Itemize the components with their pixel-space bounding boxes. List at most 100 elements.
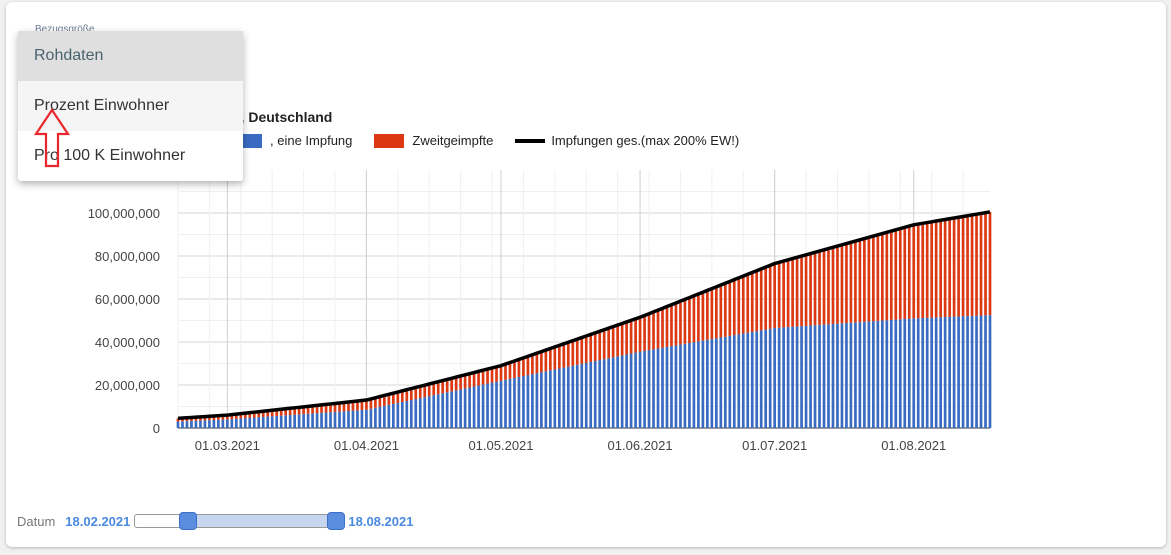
bar-zweitgeimpfte [706,290,709,340]
bar-erstimpfung [723,336,727,428]
bar-erstimpfung [360,410,364,428]
bar-zweitgeimpfte [562,343,566,368]
bar-zweitgeimpfte [454,377,458,391]
bar-zweitgeimpfte [508,362,512,379]
slider-end-handle[interactable] [327,512,346,530]
bar-erstimpfung [288,415,292,428]
bar-erstimpfung [715,338,718,428]
bar-zweitgeimpfte [239,413,243,419]
bar-erstimpfung [535,373,539,428]
bar-zweitgeimpfte [867,237,871,322]
bar-erstimpfung [266,416,270,428]
bar-zweitgeimpfte [858,239,862,323]
bar-zweitgeimpfte [984,212,987,316]
y-axis-ticks: 0 20,000,000 40,000,000 60,000,000 80,000,00… [88,206,160,436]
bar-zweitgeimpfte [903,227,907,319]
bar-erstimpfung [293,414,296,428]
bar-erstimpfung [737,334,741,428]
bar-erstimpfung [302,414,305,428]
bar-zweitgeimpfte [975,214,978,316]
bar-erstimpfung [369,408,373,428]
bar-zweitgeimpfte [638,317,642,352]
dropdown-option-rohdaten[interactable]: Rohdaten [18,31,243,81]
bar-erstimpfung [611,357,615,428]
bar-erstimpfung [297,414,301,428]
bar-zweitgeimpfte [535,353,539,374]
slider-start-handle[interactable] [179,512,198,530]
bar-zweitgeimpfte [620,323,624,356]
bar-zweitgeimpfte [266,410,270,417]
bar-zweitgeimpfte [432,382,436,396]
bar-zweitgeimpfte [957,217,960,317]
bar-zweitgeimpfte [522,357,525,377]
bar-zweitgeimpfte [741,276,745,334]
bar-zweitgeimpfte [288,408,292,416]
bar-erstimpfung [459,389,462,428]
bar-zweitgeimpfte [320,404,323,413]
bar-zweitgeimpfte [199,416,202,421]
bar-erstimpfung [777,327,781,428]
bar-erstimpfung [750,331,754,428]
legend-label: Impfungen ges.(max 200% EW!) [551,133,740,148]
bar-zweitgeimpfte [616,325,619,357]
bar-erstimpfung [863,321,866,428]
bar-erstimpfung [185,421,189,428]
legend-item-zweitgeimpfte[interactable]: Zweitgeimpfte [374,133,493,148]
bar-erstimpfung [840,323,844,428]
bar-zweitgeimpfte [948,218,951,317]
bar-zweitgeimpfte [863,238,866,322]
bar-zweitgeimpfte [836,246,839,324]
bar-zweitgeimpfte [629,320,633,354]
bar-zweitgeimpfte [611,326,615,358]
dropdown-option-pro-100k-einwohner[interactable]: Pro 100 K Einwohner [34,147,186,164]
bar-zweitgeimpfte [441,380,445,394]
bar-erstimpfung [391,403,395,428]
bar-zweitgeimpfte [306,406,310,414]
bar-erstimpfung [504,379,507,428]
line-impfungen-gesamt [177,210,991,421]
bar-zweitgeimpfte [750,272,754,332]
bar-zweitgeimpfte [575,339,579,365]
bar-erstimpfung [831,323,835,428]
bar-zweitgeimpfte [880,233,884,321]
date-range-slider[interactable] [134,512,346,530]
x-tick-label: 01.06.2021 [608,438,673,453]
bar-erstimpfung [575,364,579,428]
bar-erstimpfung [400,401,404,428]
bar-erstimpfung [845,323,848,428]
y-tick-label: 20,000,000 [95,378,160,393]
bar-zweitgeimpfte [939,220,942,318]
bar-zweitgeimpfte [374,397,377,408]
bar-erstimpfung [598,360,602,428]
bar-erstimpfung [679,344,682,428]
bar-erstimpfung [732,335,736,428]
bar-zweitgeimpfte [746,274,750,333]
bar-erstimpfung [849,322,853,428]
bar-zweitgeimpfte [732,279,736,336]
bezugsgroesse-dropdown-menu[interactable]: Rohdaten Prozent Einwohner Pro 100 K Ein… [18,31,243,181]
bar-erstimpfung [338,411,341,428]
bar-erstimpfung [234,418,238,428]
bar-erstimpfung [858,322,862,428]
bar-erstimpfung [481,384,485,428]
legend-item-impfungen-gesamt[interactable]: Impfungen ges.(max 200% EW!) [515,133,739,148]
bar-zweitgeimpfte [391,393,395,404]
bar-erstimpfung [786,327,790,428]
bar-zweitgeimpfte [540,351,543,373]
bar-zweitgeimpfte [257,411,261,418]
dropdown-option-prozent-einwohner[interactable]: Prozent Einwohner [18,81,243,131]
bar-zweitgeimpfte [795,257,799,327]
bar-erstimpfung [387,404,391,428]
bar-erstimpfung [795,326,799,428]
legend-swatch-red [374,133,405,148]
bar-erstimpfung [719,337,723,428]
bar-erstimpfung [324,412,328,428]
bar-erstimpfung [199,420,202,428]
bar-zweitgeimpfte [369,398,373,409]
bar-zweitgeimpfte [230,414,234,420]
bar-zweitgeimpfte [302,406,305,415]
bar-erstimpfung [495,381,498,428]
bar-zweitgeimpfte [625,321,628,355]
y-tick-label: 100,000,000 [88,206,160,221]
bar-erstimpfung [728,335,732,428]
